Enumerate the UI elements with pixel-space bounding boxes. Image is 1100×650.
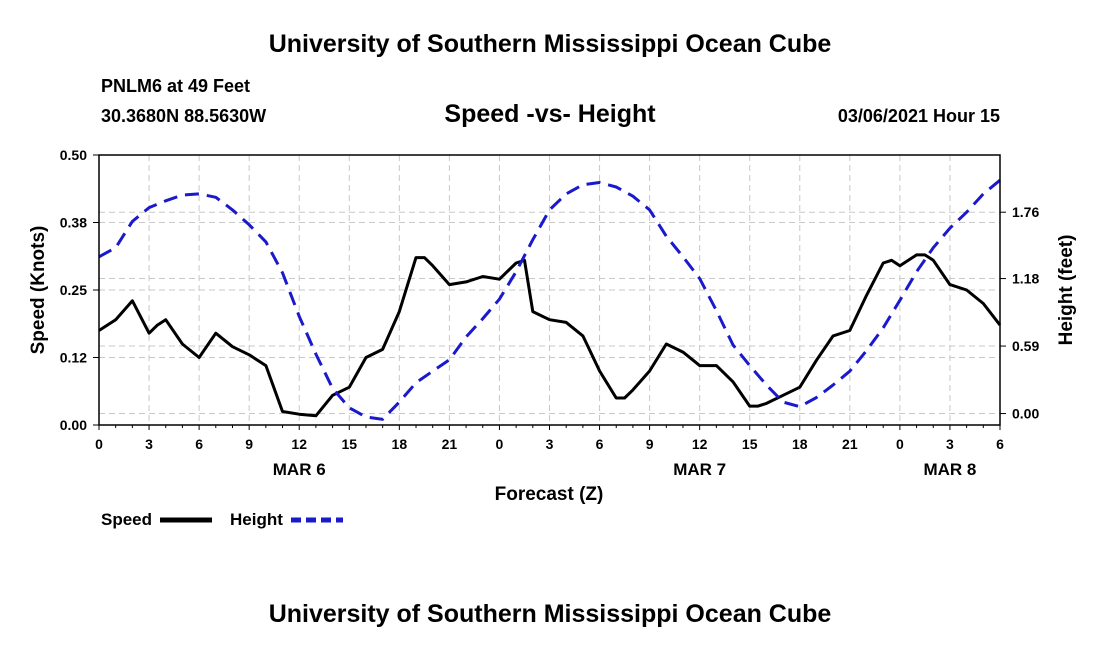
- chart-title: Speed -vs- Height: [444, 100, 656, 128]
- axis-ticks: [93, 154, 1006, 430]
- x-tick-label: 6: [996, 436, 1004, 452]
- x-tick-label: 21: [442, 436, 458, 452]
- grid-lines: [99, 155, 1000, 425]
- x-tick-label: 15: [341, 436, 357, 452]
- height-series-line: [98, 179, 1001, 421]
- x-tick-label: 18: [792, 436, 808, 452]
- y-tick-label: 0.50: [60, 147, 87, 163]
- x-tick-label: 3: [946, 436, 954, 452]
- date-label: MAR 7: [673, 460, 726, 479]
- y2-tick-label: 0.00: [1012, 406, 1039, 422]
- legend-height-label: Height: [230, 510, 283, 529]
- coordinates-label: 30.3680N 88.5630W: [101, 106, 267, 126]
- x-tick-label: 9: [245, 436, 253, 452]
- x-tick-label: 15: [742, 436, 758, 452]
- y-tick-label: 0.12: [60, 350, 87, 366]
- legend-speed-label: Speed: [101, 510, 152, 529]
- y2-axis-label: Height (feet): [1056, 235, 1077, 346]
- x-tick-label: 18: [392, 436, 408, 452]
- speed-series-line: [98, 253, 1002, 418]
- footer-title: University of Southern Mississippi Ocean…: [268, 600, 832, 628]
- y-tick-label: 0.00: [60, 417, 87, 433]
- x-tick-label: 6: [195, 436, 203, 452]
- y-axis-label: Speed (Knots): [28, 226, 49, 355]
- series-layer: [98, 179, 1002, 421]
- y2-tick-label: 1.18: [1012, 271, 1039, 287]
- legend: Speed Height: [101, 510, 343, 529]
- x-tick-label: 3: [546, 436, 554, 452]
- axis-labels: 0 3 6 9 12 15 18 21 0 3 6 9 12 15 18 21 0 3 6 MAR 6 MAR 7 MAR…: [60, 147, 1040, 479]
- x-tick-label: 9: [646, 436, 654, 452]
- y-tick-label: 0.25: [60, 282, 87, 298]
- station-label: PNLM6 at 49 Feet: [101, 76, 251, 96]
- forecast-datetime: 03/06/2021 Hour 15: [837, 106, 1000, 126]
- x-tick-label: 0: [896, 436, 904, 452]
- x-tick-label: 12: [291, 436, 307, 452]
- page-title: University of Southern Mississippi Ocean…: [268, 30, 832, 58]
- y-tick-label: 0.38: [60, 215, 87, 231]
- x-tick-label: 12: [692, 436, 708, 452]
- x-tick-label: 3: [145, 436, 153, 452]
- x-tick-label: 21: [842, 436, 858, 452]
- date-label: MAR 6: [273, 460, 326, 479]
- y2-tick-label: 0.59: [1012, 338, 1039, 354]
- y2-tick-label: 1.76: [1012, 204, 1039, 220]
- x-axis-label: Forecast (Z): [495, 484, 604, 505]
- date-label: MAR 8: [923, 460, 976, 479]
- x-tick-label: 6: [596, 436, 604, 452]
- x-tick-label: 0: [496, 436, 504, 452]
- x-tick-label: 0: [95, 436, 103, 452]
